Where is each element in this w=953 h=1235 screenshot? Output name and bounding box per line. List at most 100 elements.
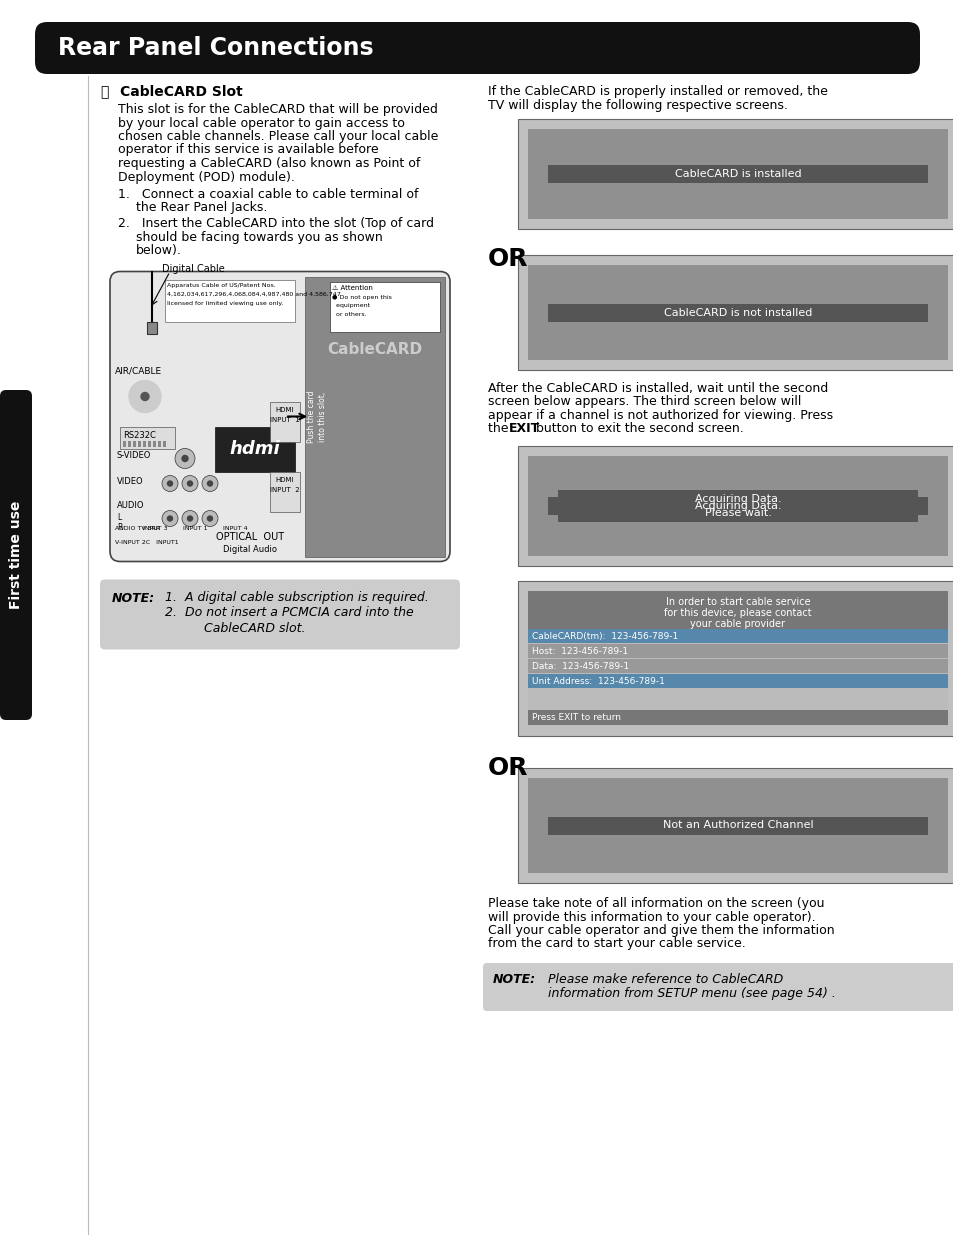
- FancyBboxPatch shape: [158, 441, 161, 447]
- Text: Rear Panel Connections: Rear Panel Connections: [58, 36, 374, 61]
- Text: If the CableCARD is properly installed or removed, the: If the CableCARD is properly installed o…: [488, 85, 827, 98]
- Circle shape: [168, 480, 172, 487]
- FancyBboxPatch shape: [527, 592, 947, 629]
- Text: CableCARD: CableCARD: [327, 342, 422, 357]
- Text: 4,162,034,617,296,4,068,084,4,987,480 and 4,586,747: 4,162,034,617,296,4,068,084,4,987,480 an…: [167, 291, 340, 296]
- FancyBboxPatch shape: [527, 456, 947, 556]
- Text: the Rear Panel Jacks.: the Rear Panel Jacks.: [136, 201, 267, 215]
- FancyBboxPatch shape: [527, 592, 947, 726]
- FancyBboxPatch shape: [517, 254, 953, 370]
- FancyBboxPatch shape: [35, 22, 919, 74]
- Circle shape: [208, 480, 213, 487]
- Text: Digital Cable: Digital Cable: [162, 263, 225, 273]
- Text: hdmi: hdmi: [230, 440, 280, 457]
- Text: TV will display the following respective screens.: TV will display the following respective…: [488, 99, 787, 111]
- Text: below).: below).: [136, 245, 182, 257]
- Text: for this device, please contact: for this device, please contact: [663, 608, 811, 618]
- Text: 2.  Do not insert a PCMCIA card into the: 2. Do not insert a PCMCIA card into the: [165, 606, 414, 620]
- Text: AUDIO: AUDIO: [117, 501, 144, 510]
- Text: appear if a channel is not authorized for viewing. Press: appear if a channel is not authorized fo…: [488, 409, 832, 422]
- Text: CableCARD is not installed: CableCARD is not installed: [663, 308, 811, 317]
- Text: your cable provider: your cable provider: [690, 619, 784, 629]
- FancyBboxPatch shape: [132, 441, 136, 447]
- Text: HDMI: HDMI: [275, 477, 294, 483]
- Text: Acquiring Data.: Acquiring Data.: [694, 494, 781, 504]
- Text: chosen cable channels. Please call your local cable: chosen cable channels. Please call your …: [118, 130, 438, 143]
- Text: Host:  123-456-789-1: Host: 123-456-789-1: [532, 647, 627, 656]
- FancyBboxPatch shape: [147, 321, 157, 333]
- Text: licensed for limited viewing use only.: licensed for limited viewing use only.: [167, 300, 283, 305]
- FancyBboxPatch shape: [527, 659, 947, 673]
- Text: In order to start cable service: In order to start cable service: [665, 597, 809, 606]
- Text: INPUT 4: INPUT 4: [222, 526, 247, 531]
- Text: the: the: [488, 422, 512, 436]
- FancyBboxPatch shape: [148, 441, 151, 447]
- Circle shape: [202, 475, 218, 492]
- FancyBboxPatch shape: [305, 277, 444, 557]
- Text: S-VIDEO: S-VIDEO: [117, 452, 152, 461]
- FancyBboxPatch shape: [547, 304, 927, 321]
- FancyBboxPatch shape: [517, 768, 953, 883]
- Text: Acquiring Data.: Acquiring Data.: [694, 501, 781, 511]
- Circle shape: [188, 516, 193, 521]
- Text: V-INPUT 2C   INPUT1: V-INPUT 2C INPUT1: [115, 540, 178, 545]
- Text: screen below appears. The third screen below will: screen below appears. The third screen b…: [488, 395, 801, 409]
- Text: information from SETUP menu (see page 54) .: information from SETUP menu (see page 54…: [547, 987, 835, 1000]
- Text: Please wait.: Please wait.: [704, 508, 771, 517]
- FancyBboxPatch shape: [100, 579, 459, 650]
- Text: ⚠ Attention: ⚠ Attention: [332, 284, 373, 290]
- Text: After the CableCARD is installed, wait until the second: After the CableCARD is installed, wait u…: [488, 382, 827, 395]
- Text: CableCARD(tm):  123-456-789-1: CableCARD(tm): 123-456-789-1: [532, 632, 678, 641]
- Text: Please take note of all information on the screen (you: Please take note of all information on t…: [488, 897, 823, 910]
- FancyBboxPatch shape: [270, 472, 299, 511]
- Text: button to exit the second screen.: button to exit the second screen.: [532, 422, 743, 436]
- FancyBboxPatch shape: [152, 441, 156, 447]
- Circle shape: [141, 393, 149, 400]
- Text: AUDIO TV 3RR: AUDIO TV 3RR: [115, 526, 160, 531]
- FancyBboxPatch shape: [0, 390, 32, 720]
- Circle shape: [162, 475, 178, 492]
- FancyBboxPatch shape: [527, 266, 947, 359]
- FancyBboxPatch shape: [527, 710, 947, 725]
- FancyBboxPatch shape: [482, 963, 953, 1011]
- Text: OPTICAL  OUT: OPTICAL OUT: [215, 531, 284, 541]
- Text: Not an Authorized Channel: Not an Authorized Channel: [662, 820, 813, 830]
- FancyBboxPatch shape: [110, 272, 450, 562]
- Text: CableCARD is installed: CableCARD is installed: [674, 169, 801, 179]
- FancyBboxPatch shape: [527, 643, 947, 658]
- FancyBboxPatch shape: [123, 441, 126, 447]
- Circle shape: [182, 510, 198, 526]
- Text: ● Do not open this: ● Do not open this: [332, 294, 392, 300]
- Circle shape: [182, 456, 188, 462]
- Text: INPUT  1: INPUT 1: [270, 417, 299, 424]
- Text: L: L: [117, 514, 121, 522]
- FancyBboxPatch shape: [165, 279, 294, 321]
- Text: AIR/CABLE: AIR/CABLE: [115, 367, 162, 375]
- Text: Digital Audio: Digital Audio: [223, 545, 276, 553]
- Text: This slot is for the CableCARD that will be provided: This slot is for the CableCARD that will…: [118, 103, 437, 116]
- Text: operator if this service is available before: operator if this service is available be…: [118, 143, 378, 157]
- Circle shape: [162, 510, 178, 526]
- Text: from the card to start your cable service.: from the card to start your cable servic…: [488, 937, 745, 951]
- Text: INPUT  2: INPUT 2: [270, 488, 299, 494]
- Text: should be facing towards you as shown: should be facing towards you as shown: [136, 231, 382, 243]
- FancyBboxPatch shape: [527, 128, 947, 219]
- Text: Call your cable operator and give them the information: Call your cable operator and give them t…: [488, 924, 834, 937]
- Circle shape: [188, 480, 193, 487]
- FancyBboxPatch shape: [547, 816, 927, 835]
- FancyBboxPatch shape: [120, 426, 174, 448]
- Text: First time use: First time use: [9, 501, 23, 609]
- Text: will provide this information to your cable operator).: will provide this information to your ca…: [488, 910, 815, 924]
- Text: or others.: or others.: [332, 311, 366, 316]
- FancyBboxPatch shape: [527, 778, 947, 873]
- Circle shape: [168, 516, 172, 521]
- FancyBboxPatch shape: [527, 629, 947, 643]
- FancyBboxPatch shape: [517, 580, 953, 736]
- Text: 1.  A digital cable subscription is required.: 1. A digital cable subscription is requi…: [165, 592, 428, 604]
- FancyBboxPatch shape: [138, 441, 141, 447]
- Text: INSERT: INSERT: [330, 306, 419, 326]
- Text: Apparatus Cable of US/Patent Nos.: Apparatus Cable of US/Patent Nos.: [167, 283, 275, 288]
- Text: HDMI: HDMI: [275, 406, 294, 412]
- Text: CableCARD slot.: CableCARD slot.: [180, 621, 305, 635]
- Text: Deployment (POD) module).: Deployment (POD) module).: [118, 170, 294, 184]
